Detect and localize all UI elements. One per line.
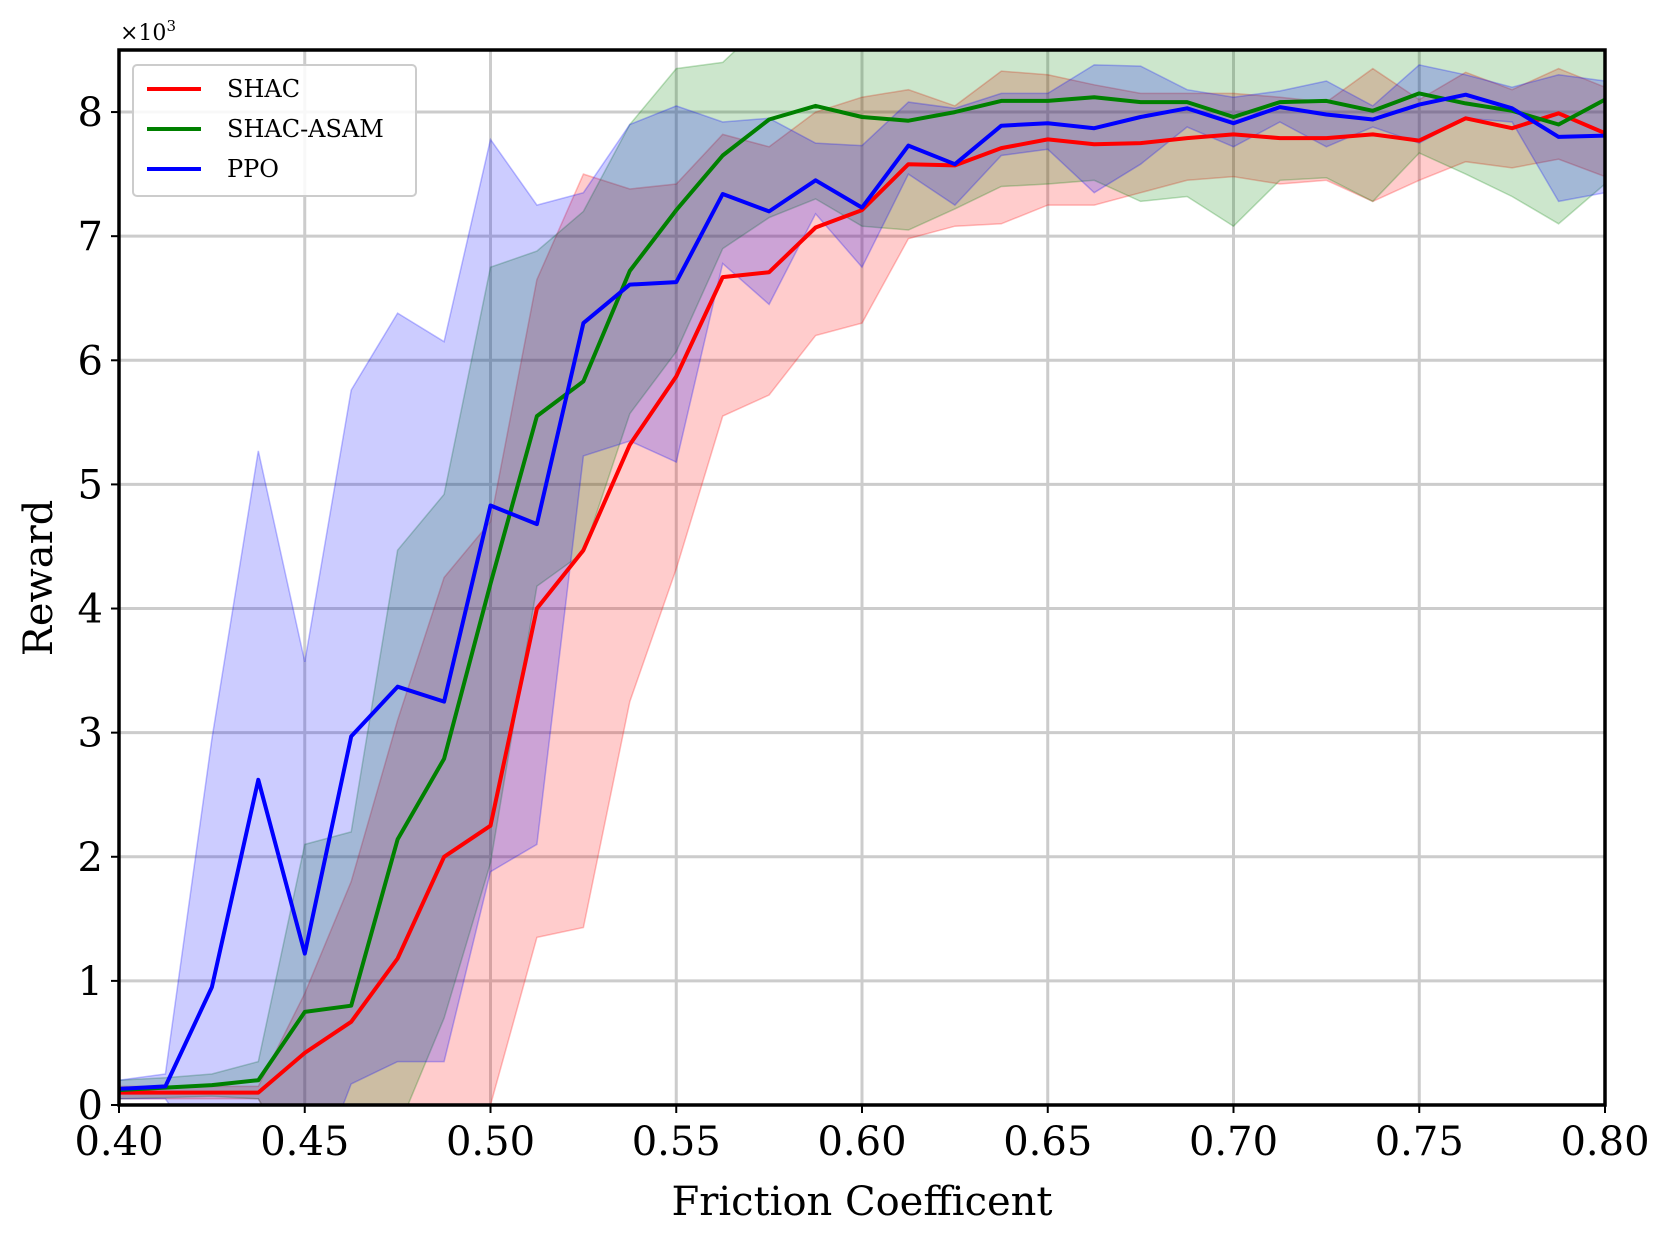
legend-label-shac: SHAC	[227, 75, 300, 103]
x-axis-ticks: 0.40 0.45 0.50 0.55 0.60 0.65 0.70 0.75 0.80	[74, 1105, 1650, 1165]
y-multiplier-exponent: 3	[166, 17, 176, 35]
legend: SHAC SHAC-ASAM PPO	[132, 64, 417, 197]
y-tick-label: 0	[78, 1083, 103, 1129]
x-tick-label: 0.80	[1560, 1119, 1649, 1165]
series-lines	[119, 91, 1605, 1095]
y-tick-label: 5	[78, 462, 103, 508]
band-shac	[119, 67, 1605, 1105]
y-tick-label: 8	[78, 90, 103, 136]
y-tick-label: 6	[78, 338, 103, 384]
y-tick-label: 7	[78, 214, 103, 260]
y-axis-label: Reward	[16, 500, 62, 657]
y-axis-ticks: 0 1 2 3 4 5 6 7 8	[78, 90, 119, 1129]
x-tick-label: 0.65	[1003, 1119, 1092, 1165]
x-tick-label: 0.60	[817, 1119, 906, 1165]
y-multiplier-base: ×10	[120, 21, 166, 46]
band-ppo	[119, 64, 1605, 1105]
legend-box	[132, 64, 417, 197]
x-tick-label: 0.40	[74, 1119, 163, 1165]
x-tick-label: 0.45	[260, 1119, 349, 1165]
x-tick-label: 0.55	[632, 1119, 721, 1165]
line-shac-asam	[119, 91, 1605, 1093]
line-ppo	[119, 92, 1605, 1091]
y-tick-label: 3	[78, 711, 103, 757]
x-tick-label: 0.70	[1189, 1119, 1278, 1165]
x-axis-label: Friction Coefficent	[672, 1179, 1053, 1225]
y-tick-label: 4	[78, 587, 103, 633]
y-tick-label: 1	[78, 959, 103, 1005]
x-tick-label: 0.75	[1375, 1119, 1464, 1165]
legend-label-shac-asam: SHAC-ASAM	[227, 115, 384, 143]
y-multiplier: ×103	[120, 17, 176, 46]
x-tick-label: 0.50	[446, 1119, 535, 1165]
line-shac	[119, 111, 1605, 1095]
legend-label-ppo: PPO	[227, 155, 279, 183]
y-tick-label: 2	[78, 835, 103, 881]
